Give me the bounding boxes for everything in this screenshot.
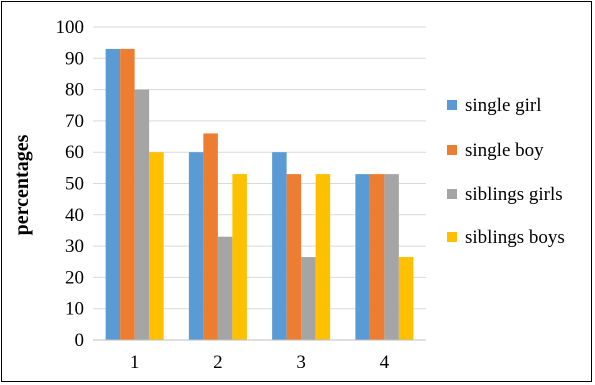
y-tick-label: 20 [65, 267, 84, 288]
legend-label: single girl [465, 95, 542, 116]
x-tick-label: 1 [130, 352, 140, 373]
bar [355, 174, 370, 340]
x-tick-label: 2 [213, 352, 223, 373]
bar [120, 48, 135, 340]
bar [203, 133, 218, 340]
y-tick-label: 10 [65, 299, 84, 320]
legend-swatch [447, 145, 457, 155]
bar [369, 174, 385, 340]
y-tick-label: 30 [65, 236, 84, 257]
y-tick-label: 40 [65, 205, 84, 226]
y-tick-label: 50 [65, 174, 84, 195]
y-axis-label: percentages [11, 134, 33, 235]
legend-label: single boy [465, 140, 544, 161]
legend-label: siblings boys [465, 227, 565, 248]
bar [315, 174, 331, 340]
bars [105, 48, 414, 340]
bar [272, 152, 287, 340]
y-tick-label: 0 [75, 330, 85, 351]
bar [232, 174, 247, 340]
y-tick-label: 100 [56, 17, 85, 38]
legend-swatch [447, 232, 457, 242]
bar [398, 257, 414, 340]
x-tick-labels: 1 2 3 4 [130, 352, 390, 373]
bar [217, 236, 233, 340]
y-tick-label: 80 [65, 80, 84, 101]
legend-label: siblings girls [465, 184, 563, 205]
bar [149, 152, 164, 340]
x-tick-label: 4 [380, 352, 390, 373]
y-tick-label: 60 [65, 142, 84, 163]
y-tick-label: 90 [65, 48, 84, 69]
bar [105, 48, 121, 340]
y-tick-labels: 0 10 20 30 40 50 60 70 80 90 100 [56, 17, 85, 351]
bar [301, 257, 316, 340]
bar [286, 174, 302, 340]
x-tick-label: 3 [296, 352, 306, 373]
legend-swatch [447, 189, 457, 199]
bar [188, 152, 204, 340]
legend: single girl single boy siblings girls sibli… [447, 95, 565, 248]
bar [134, 89, 150, 340]
legend-swatch [447, 100, 457, 110]
y-tick-label: 70 [65, 111, 84, 132]
bar [384, 174, 399, 340]
